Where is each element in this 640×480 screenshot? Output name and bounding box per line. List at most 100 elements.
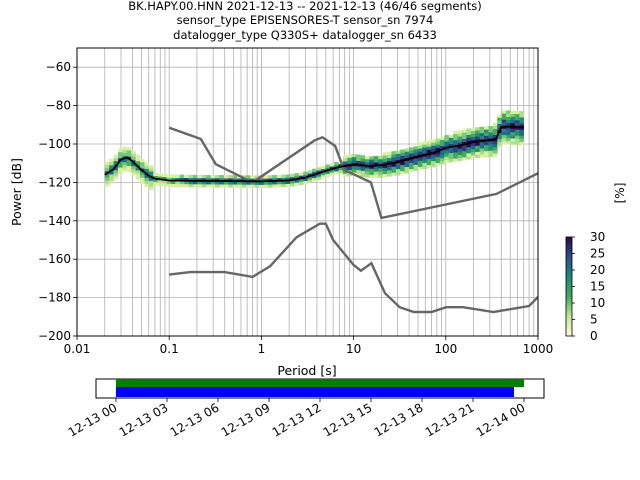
heatmap-cell: [228, 181, 233, 185]
heatmap-cell: [285, 183, 291, 188]
heatmap-cell: [514, 141, 520, 145]
heatmap-cell: [514, 123, 520, 127]
heatmap-cell: [281, 174, 286, 179]
heatmap-cell: [470, 130, 476, 134]
heatmap-cell: [470, 149, 476, 153]
heatmap-cell: [373, 174, 379, 178]
heatmap-cell: [360, 173, 366, 177]
heatmap-cell: [351, 156, 357, 161]
heatmap-cell: [413, 164, 419, 168]
heatmap-cell: [461, 129, 467, 133]
heatmap-cell: [113, 173, 119, 177]
heatmap-cell: [470, 127, 476, 131]
heatmap-cell: [519, 141, 525, 146]
heatmap-cell: [448, 152, 454, 157]
y-tick-label: −160: [38, 252, 71, 266]
heatmap-cell: [122, 149, 128, 154]
heatmap-cell: [435, 147, 441, 151]
heatmap-cell: [422, 165, 427, 170]
heatmap-cell: [492, 131, 498, 136]
heatmap-cell: [272, 181, 278, 185]
heatmap-cell: [457, 157, 463, 162]
heatmap-cell: [342, 155, 348, 159]
heatmap-cell: [276, 177, 282, 182]
heatmap-cell: [201, 174, 207, 179]
heatmap-cell: [113, 170, 119, 174]
heatmap-cell: [439, 148, 445, 153]
heatmap-cell: [391, 154, 397, 158]
heatmap-cell: [184, 180, 189, 185]
heatmap-cell: [153, 181, 158, 186]
heatmap-cell: [140, 171, 145, 175]
heatmap-cell: [461, 154, 467, 158]
heatmap-cell: [422, 147, 427, 151]
heatmap-cell: [404, 169, 410, 174]
heatmap-cell: [506, 141, 511, 145]
heatmap-cell: [135, 176, 141, 180]
heatmap-cell: [448, 143, 454, 147]
heatmap-cell: [281, 180, 286, 185]
heatmap-cell: [514, 135, 520, 139]
heatmap-cell: [497, 142, 502, 146]
heatmap-cell: [342, 158, 348, 162]
heatmap-cell: [497, 120, 502, 124]
heatmap-cell: [206, 184, 211, 188]
heatmap-cell: [104, 180, 110, 184]
heatmap-cell: [109, 158, 114, 163]
heatmap-cell: [488, 132, 494, 136]
heatmap-cell: [391, 151, 397, 155]
heatmap-cell: [382, 155, 388, 159]
heatmap-cell: [342, 161, 348, 165]
heatmap-cell: [448, 155, 454, 160]
heatmap-cell: [369, 156, 375, 160]
heatmap-cell: [109, 171, 114, 175]
heatmap-cell: [307, 173, 313, 177]
heatmap-cell: [475, 130, 480, 134]
plot-background: [77, 48, 538, 336]
psd-plot-area: 0.01 0.1 1 10 100 1000 −60 −80 −100 −120 −140 −160…: [9, 47, 553, 378]
heatmap-cell: [329, 172, 335, 176]
heatmap-cell: [431, 160, 436, 165]
heatmap-cell: [435, 144, 441, 148]
heatmap-cell: [506, 132, 511, 136]
heatmap-cell: [122, 159, 128, 163]
heatmap-cell: [484, 141, 489, 146]
heatmap-cell: [197, 177, 203, 182]
heatmap-cell: [514, 126, 520, 130]
heatmap-cell: [501, 128, 507, 133]
heatmap-cell: [131, 150, 136, 154]
heatmap-cell: [131, 169, 136, 173]
heatmap-cell: [466, 153, 472, 157]
heatmap-cell: [448, 159, 454, 163]
heatmap-cell: [254, 175, 260, 179]
heatmap-cell: [369, 174, 375, 179]
heatmap-cell: [510, 129, 516, 133]
heatmap-cell: [197, 181, 203, 185]
heatmap-cell: [356, 166, 361, 171]
heatmap-cell: [439, 161, 445, 165]
heatmap-cell: [179, 177, 185, 182]
heatmap-cell: [140, 180, 145, 184]
grid: [76, 48, 538, 337]
heatmap-cell: [466, 156, 472, 160]
heatmap-cell: [497, 117, 502, 121]
heatmap-cell: [479, 126, 485, 131]
heatmap-cell: [285, 174, 291, 178]
heatmap-cell: [144, 174, 150, 179]
heatmap-cell: [245, 181, 251, 185]
heatmap-cell: [122, 146, 128, 150]
heatmap-cell: [373, 159, 379, 163]
heatmap-cell: [461, 150, 467, 155]
heatmap-cell: [162, 183, 167, 187]
heatmap-cell: [435, 159, 441, 164]
heatmap-cell: [206, 181, 211, 185]
heatmap-cell: [325, 170, 330, 174]
heatmap-cell: [426, 155, 432, 159]
heatmap-cell: [373, 162, 379, 166]
heatmap-cell: [223, 184, 229, 188]
heatmap-cell: [104, 177, 110, 181]
heatmap-cell: [219, 181, 225, 185]
heatmap-cell: [166, 174, 172, 178]
chart-title: BK.HAPY.00.HNN 2021-12-13 -- 2021-12-13 …: [128, 0, 482, 42]
heatmap-cell: [170, 177, 176, 181]
